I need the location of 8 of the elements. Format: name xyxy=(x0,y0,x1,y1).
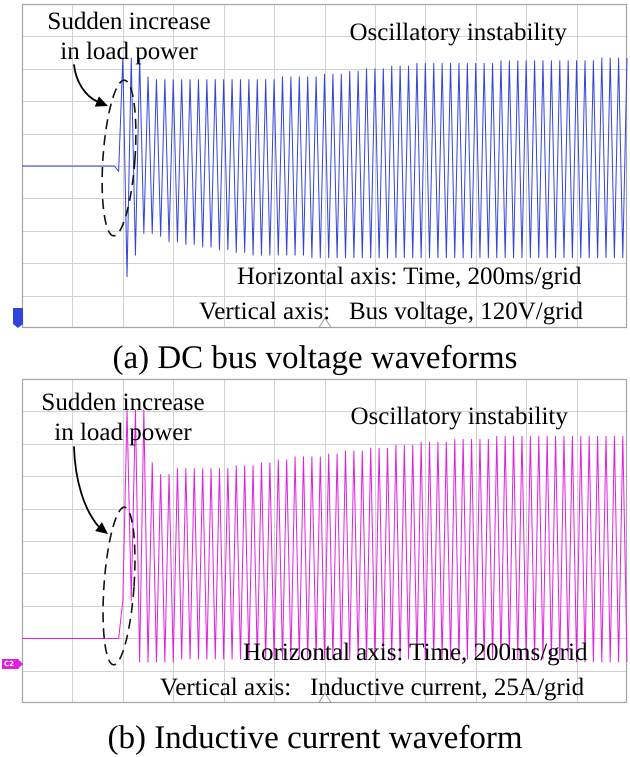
annotation: Horizontal axis: Time, 200ms/grid xyxy=(237,262,582,292)
text: Oscillatory instability xyxy=(350,18,567,48)
annotation: Oscillatory instability xyxy=(350,402,568,432)
annotation: Vertical axis: Bus voltage, 120V/grid xyxy=(199,297,583,327)
text: (a) DC bus voltage waveforms xyxy=(111,339,519,377)
annotation: Vertical axis: Inductive current, 25A/grid xyxy=(160,673,584,703)
text: (b) Inductive current waveform xyxy=(106,719,524,757)
annotation: Sudden increase in load power xyxy=(46,7,212,67)
